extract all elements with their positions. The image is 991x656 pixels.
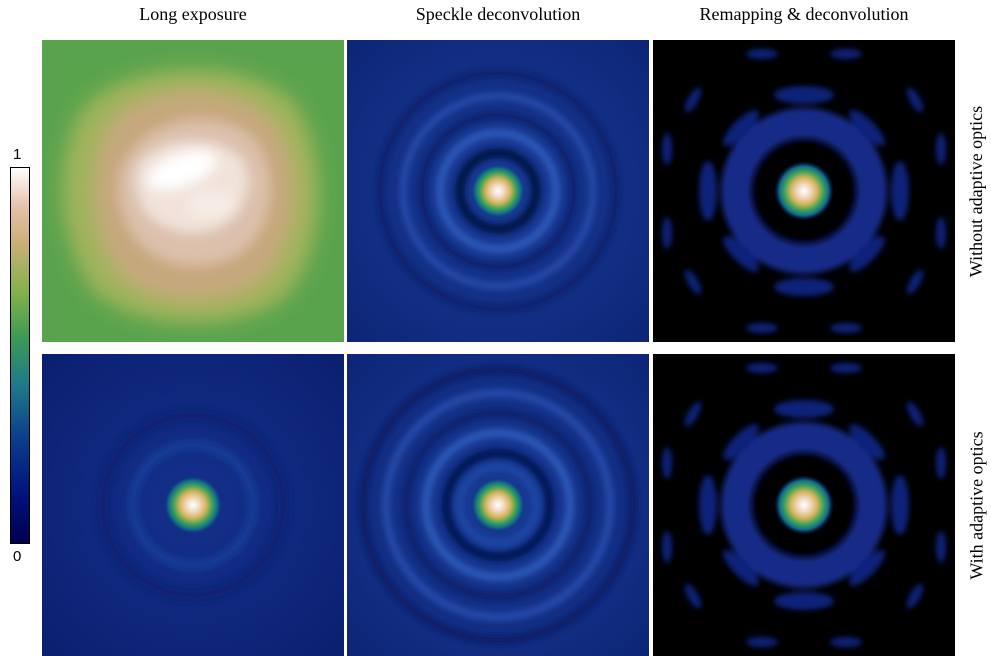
panel-speckle-deconvolution-with-ao (347, 354, 649, 656)
column-title-speckle-deconvolution: Speckle deconvolution (415, 4, 581, 24)
panel-remapping-deconvolution-without-ao (653, 40, 955, 342)
row-title-without-text: Without adaptive optics (966, 105, 987, 277)
panel-long-exposure-with-ao (42, 354, 344, 656)
row-title-with-text: With adaptive optics (966, 430, 987, 580)
colorbar (10, 167, 30, 544)
panel-remapping-deconvolution-with-ao (653, 354, 955, 656)
panel-long-exposure-without-ao (42, 40, 344, 342)
colorbar-max-label: 1 (13, 146, 22, 163)
colorbar-min-label: 0 (13, 548, 22, 565)
row-title-with-adaptive-optics: With adaptive optics (962, 354, 991, 656)
row-title-without-adaptive-optics: Without adaptive optics (962, 40, 991, 342)
column-title-remapping-deconvolution: Remapping & deconvolution (699, 4, 909, 24)
panel-speckle-deconvolution-without-ao (347, 40, 649, 342)
column-title-long-exposure: Long exposure (139, 4, 247, 24)
